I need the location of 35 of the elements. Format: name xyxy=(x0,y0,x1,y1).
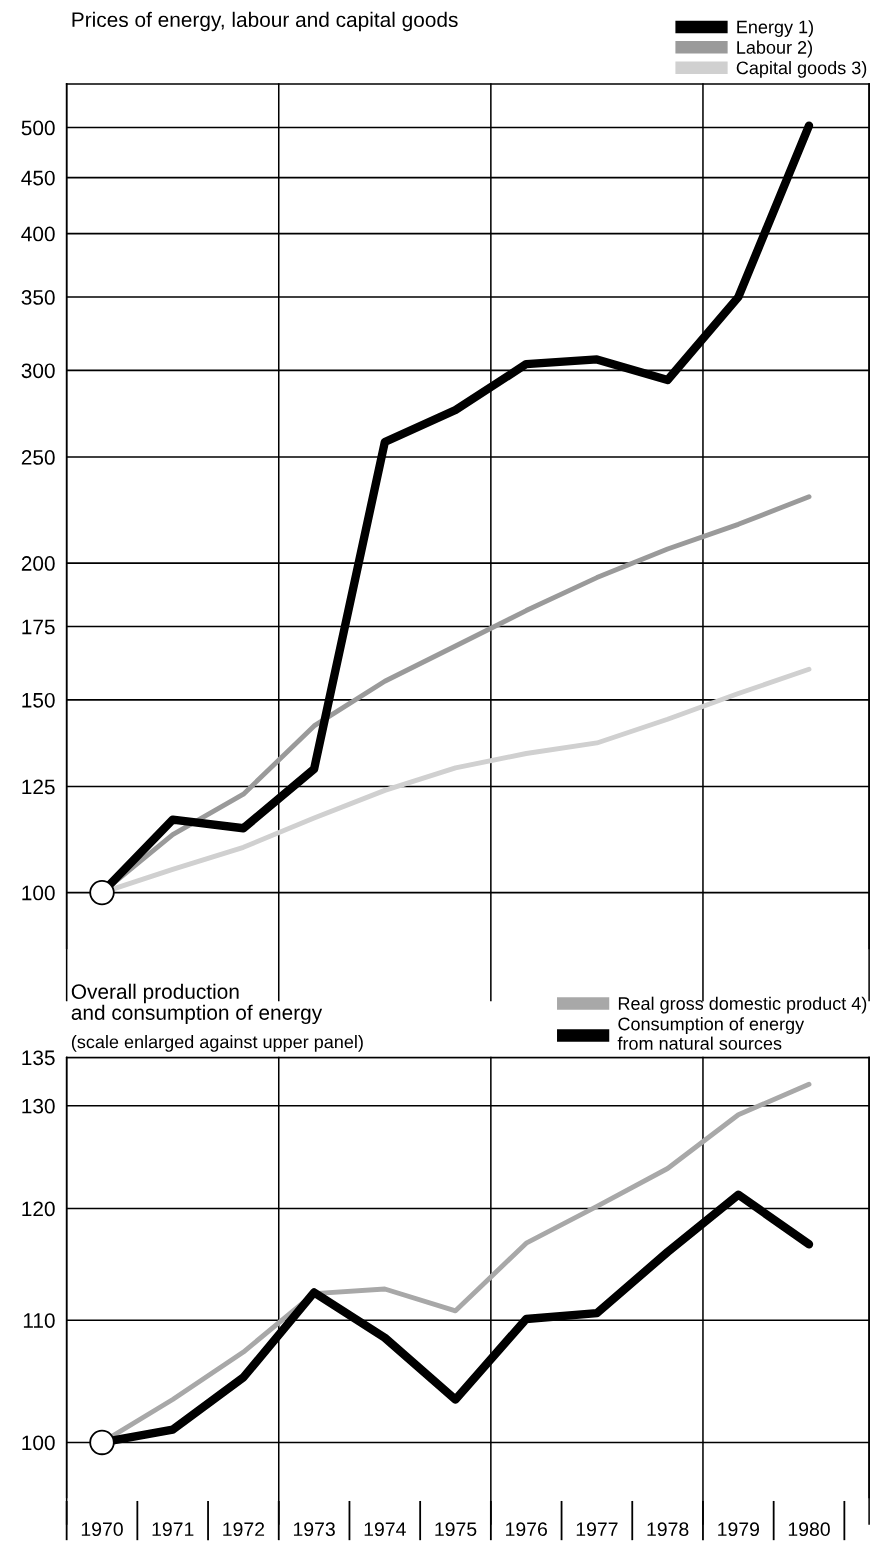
y-tick-label: 300 xyxy=(21,363,55,379)
y-tick-label: 175 xyxy=(22,619,55,635)
x-tick-label: 1977 xyxy=(576,1522,618,1537)
x-tick-label: 1974 xyxy=(364,1522,406,1537)
legend-label: Energy 1) xyxy=(737,20,813,37)
x-tick-label: 1979 xyxy=(718,1522,760,1537)
legend-label: Capital goods 3) xyxy=(736,61,867,78)
y-tick-label: 120 xyxy=(22,1201,55,1217)
y-tick-label: 400 xyxy=(21,226,55,242)
y-tick-label: 100 xyxy=(22,1435,55,1451)
x-tick-label: 1971 xyxy=(152,1522,194,1537)
chart-title: Prices of energy, labour and capital goods xyxy=(72,11,458,32)
y-tick-label: 130 xyxy=(22,1098,55,1114)
y-tick-label: 125 xyxy=(22,779,55,795)
x-tick-label: 1976 xyxy=(506,1522,547,1537)
y-tick-label: 100 xyxy=(22,885,55,901)
y-tick-label: 135 xyxy=(22,1050,55,1066)
chart-subtitle: (scale enlarged against upper panel) xyxy=(71,1035,363,1052)
y-tick-label: 250 xyxy=(21,450,55,465)
y-tick-label: 110 xyxy=(23,1313,55,1328)
y-tick-label: 200 xyxy=(21,556,55,571)
y-tick-label: 450 xyxy=(21,170,55,186)
chart-title: Overall production and consumption of energy xyxy=(71,983,323,1025)
x-tick-label: 1975 xyxy=(435,1522,477,1537)
x-tick-label: 1978 xyxy=(647,1522,689,1537)
legend-label: Real gross domestic product 4) xyxy=(618,996,867,1014)
legend-label: Labour 2) xyxy=(737,40,812,58)
x-tick-label: 1970 xyxy=(81,1522,123,1537)
x-tick-label: 1972 xyxy=(223,1522,265,1537)
y-tick-label: 350 xyxy=(21,290,55,305)
legend-label: Consumption of energy from natural sources xyxy=(617,1017,805,1050)
y-tick-label: 150 xyxy=(22,692,55,708)
x-tick-label: 1973 xyxy=(293,1522,335,1537)
x-tick-label: 1980 xyxy=(788,1522,830,1537)
y-tick-label: 500 xyxy=(21,120,55,136)
